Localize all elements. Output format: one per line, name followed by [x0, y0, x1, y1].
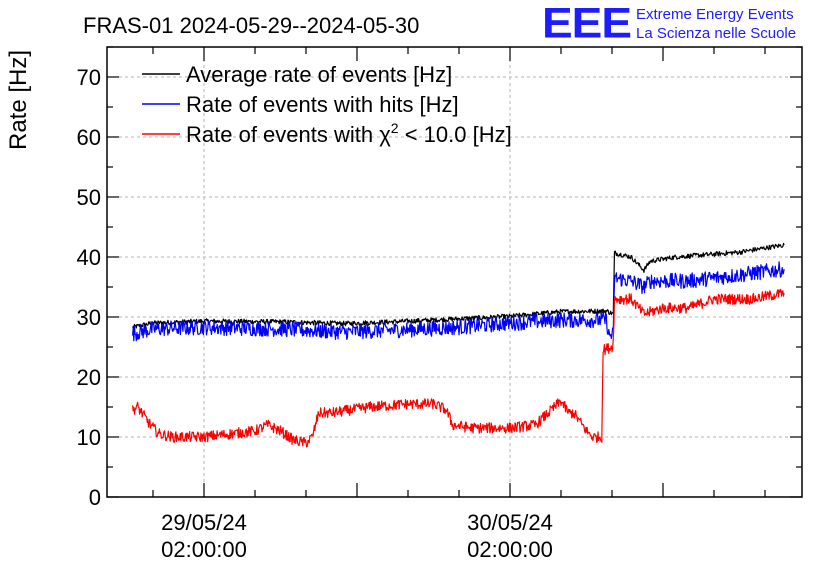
grid-lines: [107, 47, 802, 497]
logo-line-1: Extreme Energy Events: [636, 6, 794, 23]
series-layer: [132, 242, 785, 448]
logo-mark: EEE: [542, 0, 632, 47]
y-axis-label: Rate [Hz]: [5, 50, 32, 150]
series-line-2: [132, 288, 785, 448]
x-tick-date: 30/05/24: [467, 510, 553, 535]
legend: Average rate of events [Hz] Rate of event…: [142, 62, 512, 147]
axes: 01020304050607029/05/2402:00:0030/05/240…: [77, 46, 802, 562]
y-tick-label: 60: [77, 125, 101, 150]
x-tick-time: 02:00:00: [467, 537, 553, 562]
eee-logo: EEE Extreme Energy Events La Scienza nel…: [540, 0, 830, 47]
y-tick-label: 20: [77, 365, 101, 390]
series-line-1: [132, 261, 785, 342]
y-tick-label: 0: [89, 485, 101, 510]
legend-label-symbol: χ: [379, 122, 391, 147]
y-tick-label: 10: [77, 425, 101, 450]
legend-label-superscript: 2: [391, 120, 399, 136]
y-tick-label: 30: [77, 305, 101, 330]
legend-label-0: Average rate of events [Hz]: [186, 62, 452, 87]
series-line-0: [132, 242, 785, 329]
y-tick-label: 40: [77, 245, 101, 270]
y-tick-label: 70: [77, 65, 101, 90]
plot-frame: [106, 46, 803, 498]
chart-title: FRAS-01 2024-05-29--2024-05-30: [83, 13, 419, 38]
y-tick-label: 50: [77, 185, 101, 210]
legend-label-prefix: Rate of events with: [186, 122, 379, 147]
legend-label-1: Rate of events with hits [Hz]: [186, 92, 459, 117]
x-tick-time: 02:00:00: [161, 537, 247, 562]
x-tick-date: 29/05/24: [161, 510, 247, 535]
logo-line-2: La Scienza nelle Scuole: [636, 25, 797, 42]
legend-label-2: Rate of events with χ2 < 10.0 [Hz]: [186, 120, 512, 147]
legend-label-suffix: < 10.0 [Hz]: [399, 122, 512, 147]
